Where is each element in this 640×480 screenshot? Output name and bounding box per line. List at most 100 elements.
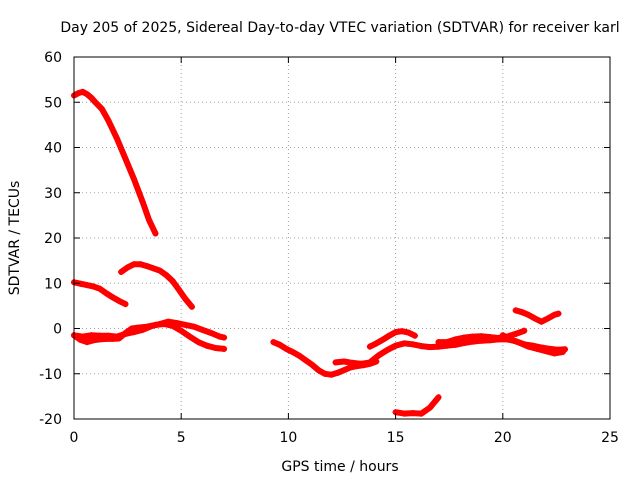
chart-title: Day 205 of 2025, Sidereal Day-to-day VTE… (60, 20, 619, 36)
data-point (152, 230, 159, 237)
data-point (461, 339, 468, 346)
data-point (90, 283, 97, 290)
axes: 0 5 10 15 20 25 -20 -10 0 10 20 30 40 50 60 (39, 50, 619, 446)
y-tick-label: 50 (44, 95, 62, 111)
data-point (551, 311, 558, 318)
data-point (83, 282, 90, 289)
data-point (542, 348, 549, 355)
data-point (418, 343, 425, 350)
data-point (221, 334, 228, 341)
data-point (341, 367, 348, 374)
data-point (150, 265, 157, 272)
data-point (143, 263, 150, 270)
data-point (426, 404, 433, 411)
data-point (525, 311, 532, 318)
data-point (88, 94, 95, 101)
data-point (79, 88, 86, 95)
series-line (71, 88, 159, 237)
data-point (469, 338, 476, 345)
data-point (495, 336, 502, 343)
x-tick-label: 25 (601, 430, 619, 446)
data-point (544, 315, 551, 322)
data-point (452, 336, 459, 343)
data-point (289, 349, 296, 356)
data-point (191, 323, 198, 330)
y-axis-label: SDTVAR / TECUs (7, 181, 23, 296)
data-point (276, 341, 283, 348)
data-point (399, 328, 406, 335)
x-tick-label: 20 (494, 430, 512, 446)
data-point (411, 332, 418, 339)
data-point (105, 332, 112, 339)
data-point (116, 297, 123, 304)
data-point (358, 360, 365, 367)
data-point (332, 359, 339, 366)
x-tick-label: 10 (279, 430, 297, 446)
y-tick-label: 0 (53, 322, 62, 338)
series-arc-9 (392, 394, 442, 417)
x-tick-label: 0 (70, 430, 79, 446)
data-point (96, 285, 103, 292)
data-point (176, 287, 183, 294)
grid (74, 57, 610, 419)
series-arc-8 (366, 328, 418, 350)
data-point (444, 342, 451, 349)
data-point (401, 410, 408, 417)
series-line (392, 394, 442, 417)
data-point (321, 370, 328, 377)
data-point (182, 296, 189, 303)
x-tick-label: 5 (177, 430, 186, 446)
data-point (366, 359, 373, 366)
data-point (516, 339, 523, 346)
data-point (519, 309, 526, 316)
data-point (499, 332, 506, 339)
data-point (146, 216, 153, 223)
data-point (409, 410, 416, 417)
data-point (452, 341, 459, 348)
data-point (521, 327, 528, 334)
data-point (156, 267, 163, 274)
data-point (486, 337, 493, 344)
data-point (379, 336, 386, 343)
data-point (103, 290, 110, 297)
data-point (195, 339, 202, 346)
data-point (118, 268, 125, 275)
data-point (538, 318, 545, 325)
data-point (392, 342, 399, 349)
data-point (334, 369, 341, 376)
series-arc-6 (270, 339, 380, 378)
data-point (418, 410, 425, 417)
y-tick-label: 10 (44, 276, 62, 292)
data-point (409, 341, 416, 348)
data-point (478, 337, 485, 344)
data-point (124, 264, 131, 271)
data-point (188, 303, 195, 310)
data-point (315, 367, 322, 374)
data-point (308, 361, 315, 368)
series-arc-2 (71, 279, 129, 308)
data-point (551, 350, 558, 357)
data-point (349, 359, 356, 366)
data-point (328, 371, 335, 378)
data-point (435, 343, 442, 350)
data-point (139, 326, 146, 333)
series-arc-13 (512, 307, 562, 325)
data-point (341, 358, 348, 365)
data-point (555, 310, 562, 317)
data-point (109, 294, 116, 301)
data-point (296, 352, 303, 359)
data-point (182, 321, 189, 328)
data-point (199, 326, 206, 333)
data-point (426, 344, 433, 351)
data-point (386, 332, 393, 339)
y-tick-label: 40 (44, 141, 62, 157)
data-point (137, 261, 144, 268)
data-point (96, 332, 103, 339)
data-point (525, 343, 532, 350)
y-tick-label: -10 (39, 367, 62, 383)
data-point (131, 176, 138, 183)
data-point (173, 320, 180, 327)
data-point (270, 339, 277, 346)
data-point (148, 323, 155, 330)
